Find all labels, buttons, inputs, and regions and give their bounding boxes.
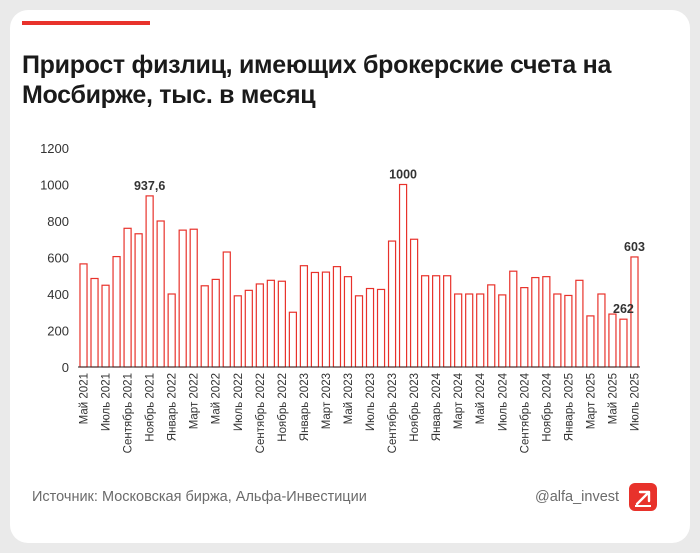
x-tick-label: Январь 2022 xyxy=(167,373,179,441)
bar xyxy=(365,287,375,368)
x-tick-label: Ноябрь 2024 xyxy=(541,372,553,441)
y-tick-label: 800 xyxy=(47,214,69,229)
x-tick-label: Январь 2023 xyxy=(299,373,311,441)
bar xyxy=(288,311,298,368)
bar xyxy=(200,285,209,368)
x-tick-label: Июль 2025 xyxy=(629,373,641,431)
bar xyxy=(189,228,198,368)
accent-bar xyxy=(22,21,150,25)
bar xyxy=(90,277,99,368)
bar xyxy=(520,287,529,368)
x-tick-label: Сентябрь 2023 xyxy=(387,373,399,453)
bar xyxy=(343,276,353,368)
x-tick-label: Март 2025 xyxy=(585,373,597,429)
x-tick-label: Июль 2021 xyxy=(101,373,113,431)
x-tick-label: Ноябрь 2022 xyxy=(277,373,289,442)
x-tick-label: Март 2022 xyxy=(189,373,201,429)
bar xyxy=(156,220,165,368)
bar xyxy=(542,276,551,368)
x-tick-label: Март 2023 xyxy=(321,373,333,429)
bar xyxy=(266,279,275,368)
bar xyxy=(398,183,408,368)
bar xyxy=(476,293,485,368)
x-tick-label: Июль 2023 xyxy=(365,373,377,431)
bar xyxy=(167,293,176,368)
bar xyxy=(465,293,474,368)
bar xyxy=(101,284,110,368)
bar xyxy=(575,279,584,368)
bar xyxy=(487,284,496,368)
bar xyxy=(178,229,187,368)
bar xyxy=(409,238,419,368)
bar xyxy=(498,294,507,368)
bar xyxy=(79,263,88,368)
bar xyxy=(112,255,121,368)
x-tick-label: Январь 2025 xyxy=(563,373,575,441)
data-label: 262 xyxy=(613,302,634,316)
data-labels: 937,6 1000 262 603 xyxy=(134,168,645,317)
bar xyxy=(443,275,452,368)
bar xyxy=(134,233,143,368)
x-tick-label: Июль 2024 xyxy=(497,372,509,431)
x-tick-label: Сентябрь 2024 xyxy=(519,372,531,453)
x-tick-label: Сентябрь 2021 xyxy=(123,373,135,453)
x-tick-label: Май 2022 xyxy=(211,373,223,424)
x-tick-label: Сентябрь 2022 xyxy=(255,373,267,453)
bar xyxy=(564,294,573,368)
bar xyxy=(354,295,364,368)
bar xyxy=(299,265,309,368)
x-tick-label: Июль 2022 xyxy=(233,373,245,431)
x-tick-label: Январь 2024 xyxy=(431,372,443,441)
bar xyxy=(277,280,286,368)
bar xyxy=(376,288,386,368)
x-tick-label: Май 2024 xyxy=(475,372,487,424)
y-tick-label: 0 xyxy=(62,360,69,375)
bars xyxy=(79,183,639,368)
bar xyxy=(222,251,231,368)
data-label: 603 xyxy=(624,240,645,254)
y-tick-label: 1000 xyxy=(40,178,69,193)
bar xyxy=(310,271,320,368)
bar xyxy=(531,276,540,368)
x-axis: Май 2021 Июль 2021 Сентябрь 2021 Ноябрь 202… xyxy=(78,366,641,453)
y-axis: 0 200 400 600 800 1000 1200 xyxy=(40,141,69,375)
bar xyxy=(553,293,562,368)
y-tick-label: 400 xyxy=(47,287,69,302)
x-tick-label: Март 2024 xyxy=(453,372,465,429)
x-tick-label: Ноябрь 2023 xyxy=(409,373,421,442)
y-tick-label: 200 xyxy=(47,324,69,339)
bar xyxy=(597,293,606,368)
x-tick-label: Май 2021 xyxy=(79,373,91,424)
bar xyxy=(255,283,264,368)
bar xyxy=(432,275,441,368)
bar xyxy=(332,266,342,368)
bar xyxy=(420,275,430,368)
x-tick-label: Май 2025 xyxy=(607,373,619,424)
bar xyxy=(608,313,617,368)
x-tick-label: Ноябрь 2021 xyxy=(145,373,157,442)
source-note: Источник: Московская биржа, Альфа-Инвест… xyxy=(32,489,367,505)
data-label: 1000 xyxy=(389,168,417,182)
bar xyxy=(454,293,463,368)
bar xyxy=(387,240,397,368)
chart-title: Прирост физлиц, имеющих брокерские счета… xyxy=(22,51,612,109)
social-handle[interactable]: @alfa_invest xyxy=(535,489,620,505)
x-tick-label: Май 2023 xyxy=(343,373,355,424)
data-label: 937,6 xyxy=(134,179,165,193)
bar xyxy=(619,318,628,368)
y-tick-label: 1200 xyxy=(40,141,69,156)
y-tick-label: 600 xyxy=(47,251,69,266)
bar xyxy=(244,289,253,368)
bar xyxy=(211,278,220,368)
bar xyxy=(145,195,154,368)
bar xyxy=(321,271,331,368)
alfa-logo-icon xyxy=(629,483,657,511)
bar xyxy=(233,295,242,368)
bar xyxy=(509,270,518,368)
bar xyxy=(123,227,132,368)
bar xyxy=(586,315,595,368)
